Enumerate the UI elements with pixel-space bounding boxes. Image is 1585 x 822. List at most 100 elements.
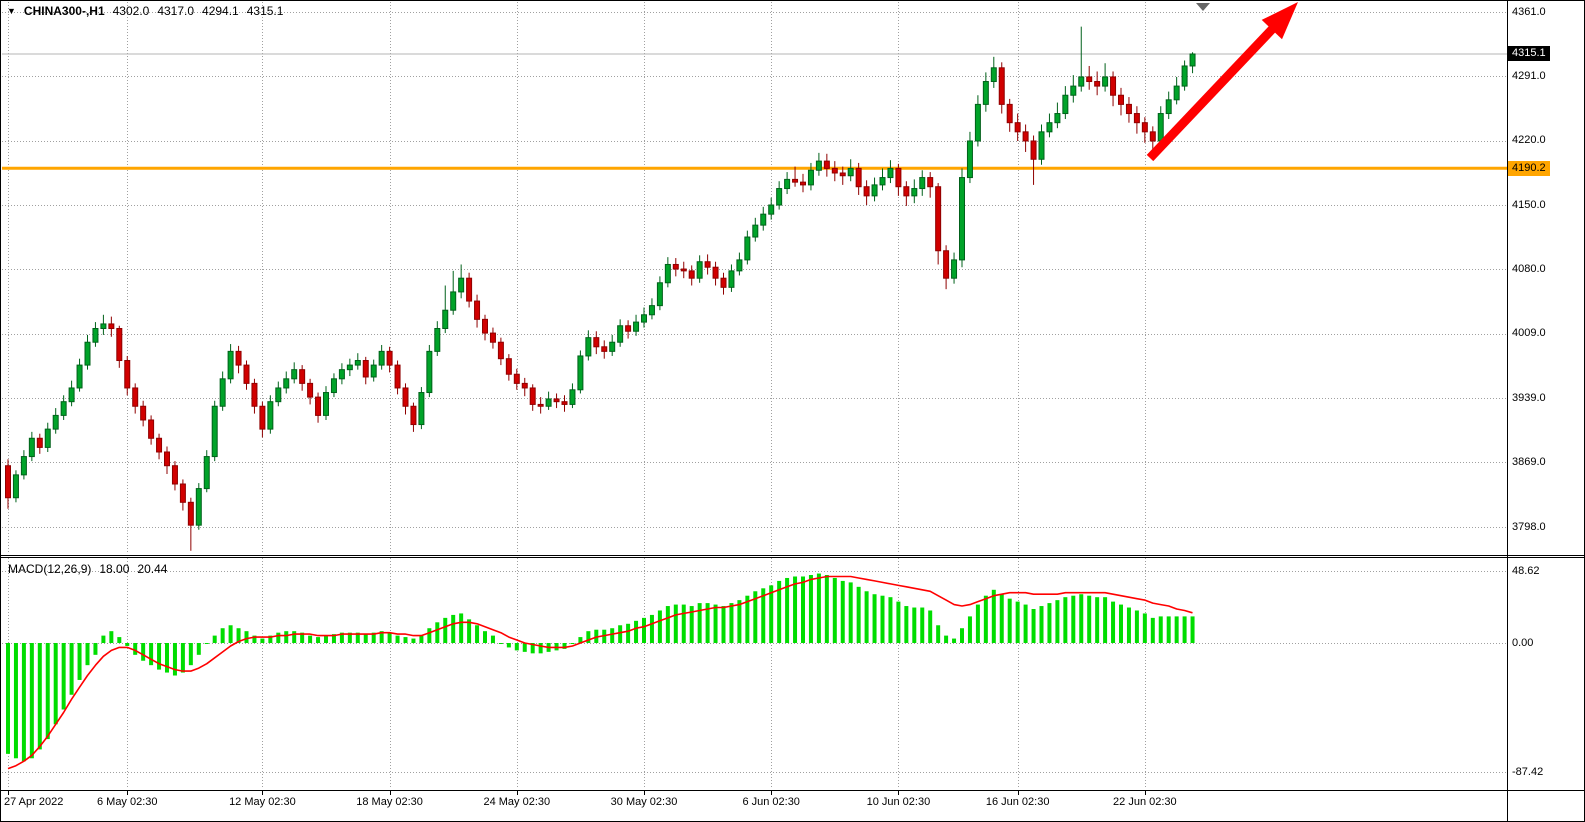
macd-bar bbox=[753, 591, 758, 643]
macd-bar bbox=[1142, 613, 1147, 643]
macd-bar bbox=[6, 643, 10, 754]
macd-bar bbox=[236, 628, 241, 643]
macd-name: MACD(12,26,9) bbox=[8, 562, 92, 576]
candle-down bbox=[116, 328, 123, 362]
candle-up bbox=[338, 369, 345, 380]
macd-bar bbox=[1015, 601, 1020, 643]
trend-arrow-object[interactable] bbox=[1146, 2, 1298, 162]
macd-bar bbox=[459, 613, 464, 643]
time-axis-label: 22 Jun 02:30 bbox=[1113, 796, 1177, 808]
macd-bar bbox=[1158, 616, 1163, 643]
candle-up bbox=[1070, 85, 1077, 96]
macd-bar bbox=[13, 643, 18, 759]
candle-up bbox=[92, 328, 99, 343]
candle-down bbox=[1141, 122, 1148, 133]
candle-down bbox=[601, 346, 608, 352]
macd-bar bbox=[1055, 600, 1060, 643]
macd-bar bbox=[1190, 616, 1195, 643]
price-axis-label: 4009.0 bbox=[1512, 327, 1546, 340]
candle-down bbox=[156, 437, 163, 453]
macd-bar bbox=[165, 643, 169, 673]
candle-down bbox=[712, 266, 719, 279]
candle-down bbox=[927, 177, 934, 188]
macd-bar bbox=[109, 631, 114, 643]
macd-bar bbox=[824, 575, 829, 643]
candle-up bbox=[966, 140, 973, 179]
macd-bar bbox=[1119, 604, 1123, 643]
candle-down bbox=[529, 387, 536, 405]
candle-down bbox=[1125, 103, 1132, 115]
candle-down bbox=[251, 382, 258, 407]
candle-up bbox=[346, 364, 353, 371]
time-axis-label: 6 Jun 02:30 bbox=[742, 796, 800, 808]
macd-bar bbox=[1039, 606, 1044, 643]
macd-bar bbox=[896, 601, 901, 643]
macd-bar bbox=[785, 577, 790, 643]
macd-bar bbox=[737, 600, 742, 643]
candle-up bbox=[784, 178, 791, 190]
candle-up bbox=[990, 67, 997, 83]
macd-signal-line bbox=[7, 575, 1193, 770]
candle-down bbox=[171, 465, 178, 485]
macd-bar bbox=[172, 643, 177, 676]
price-axis-label: 4150.0 bbox=[1512, 198, 1546, 211]
macd-bar bbox=[196, 643, 201, 655]
candle-down bbox=[1118, 94, 1124, 105]
macd-bar bbox=[347, 632, 352, 643]
macd-indicator-label: MACD(12,26,9) 18.00 20.44 bbox=[8, 562, 167, 576]
candle-up bbox=[354, 360, 361, 366]
candle-up bbox=[768, 204, 775, 215]
candle-up bbox=[728, 270, 735, 288]
candle-up bbox=[20, 456, 27, 476]
candle-down bbox=[537, 403, 544, 407]
chart-shift-marker[interactable] bbox=[1196, 3, 1210, 11]
macd-bar bbox=[952, 638, 957, 643]
macd-bar bbox=[411, 638, 416, 643]
candle-down bbox=[140, 405, 147, 421]
macd-bar bbox=[1111, 601, 1116, 643]
macd-histogram bbox=[6, 573, 1195, 762]
candle-down bbox=[903, 186, 910, 197]
candle-up bbox=[982, 81, 989, 105]
macd-bar bbox=[745, 595, 750, 643]
macd-bar bbox=[403, 637, 408, 643]
macd-bar bbox=[157, 643, 162, 670]
candle-down bbox=[1094, 81, 1101, 87]
macd-axis-label: -87.42 bbox=[1512, 765, 1544, 778]
macd-bar bbox=[427, 628, 432, 643]
macd-bar bbox=[991, 589, 996, 643]
macd-bar bbox=[1134, 610, 1139, 643]
macd-value-main: 18.00 bbox=[99, 562, 130, 576]
candle-up bbox=[370, 364, 377, 378]
candle-down bbox=[299, 369, 306, 384]
candle-up bbox=[1165, 99, 1172, 115]
candle-down bbox=[943, 250, 950, 279]
candle-up bbox=[585, 337, 592, 357]
candle-up bbox=[203, 456, 210, 490]
candle-down bbox=[1022, 131, 1029, 142]
macd-bar bbox=[721, 606, 726, 643]
macd-bar bbox=[308, 635, 313, 643]
candle-up bbox=[12, 474, 19, 499]
price-axis-label: 4220.0 bbox=[1512, 134, 1546, 147]
candle-down bbox=[521, 382, 528, 389]
candle-down bbox=[704, 261, 711, 268]
candle-down bbox=[831, 167, 838, 174]
chart-menu-icon[interactable]: ▼ bbox=[7, 6, 16, 16]
macd-bar bbox=[848, 582, 853, 643]
macd-bar bbox=[801, 576, 805, 643]
candle-down bbox=[839, 172, 846, 177]
macd-bar bbox=[1031, 609, 1036, 643]
macd-bar bbox=[665, 606, 670, 643]
macd-bar bbox=[864, 591, 869, 643]
macd-bar bbox=[856, 586, 861, 643]
candle-up bbox=[275, 387, 282, 403]
candle-down bbox=[259, 405, 266, 430]
macd-bar bbox=[45, 643, 50, 740]
macd-bar bbox=[880, 595, 885, 643]
candle-down bbox=[792, 178, 799, 183]
candle-down bbox=[132, 387, 139, 407]
macd-bar bbox=[141, 643, 146, 661]
candle-up bbox=[545, 398, 552, 407]
